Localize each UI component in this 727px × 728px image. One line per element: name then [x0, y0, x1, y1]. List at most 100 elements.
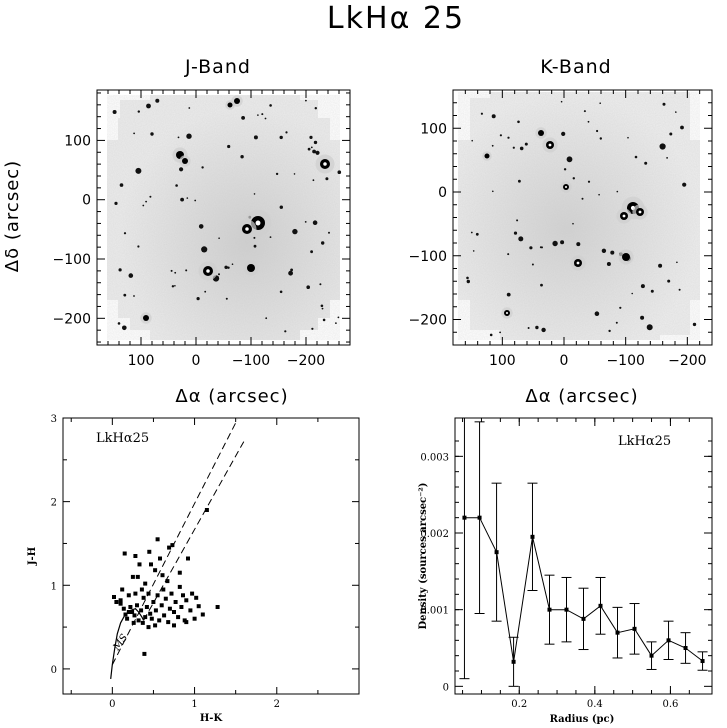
star — [137, 110, 140, 113]
star — [269, 236, 272, 239]
star — [594, 311, 600, 317]
star — [112, 110, 117, 114]
star — [185, 269, 188, 272]
star — [518, 236, 524, 242]
star — [325, 177, 329, 181]
cc-point — [141, 595, 146, 600]
star — [279, 205, 283, 209]
cc-point — [166, 620, 171, 625]
star — [650, 289, 654, 293]
cc-ylabel: J-H — [27, 547, 38, 566]
star — [321, 307, 324, 310]
star — [491, 114, 496, 119]
j-band-xtick-label: −100 — [232, 353, 270, 369]
star — [150, 132, 154, 136]
reddening-band-line — [143, 441, 245, 621]
star — [471, 139, 474, 142]
star — [310, 146, 313, 149]
star — [552, 240, 558, 247]
star — [304, 221, 307, 223]
cc-point — [144, 605, 149, 609]
star — [135, 167, 142, 174]
cc-point — [204, 508, 209, 512]
reddening-band-line — [111, 419, 238, 665]
star — [279, 135, 283, 140]
star — [170, 269, 173, 272]
density-point — [494, 550, 499, 555]
cc-point — [172, 623, 176, 628]
star — [319, 283, 322, 286]
star — [640, 284, 645, 289]
cc-ytick-label: 1 — [51, 581, 57, 592]
star — [315, 150, 320, 155]
star — [253, 236, 256, 239]
star — [307, 147, 311, 151]
j-band-ytick-label: 100 — [64, 133, 91, 149]
cc-point — [158, 556, 162, 561]
cc-point — [167, 545, 172, 550]
bright-star — [182, 158, 188, 164]
star — [264, 117, 267, 120]
cc-point — [177, 584, 182, 589]
star — [257, 114, 259, 116]
cc-point — [167, 606, 172, 611]
k-band-yticks: 100 0 −100 −200 — [409, 89, 712, 346]
star — [669, 132, 673, 136]
star — [587, 180, 591, 183]
cc-point — [163, 596, 168, 601]
star — [196, 297, 200, 301]
dp-series — [459, 418, 708, 687]
star — [598, 193, 600, 196]
star — [175, 184, 178, 187]
cc-point — [126, 593, 131, 598]
cc-point — [146, 625, 151, 630]
star — [146, 103, 151, 109]
star — [627, 136, 629, 139]
star — [646, 324, 653, 331]
star — [470, 231, 473, 234]
star — [667, 279, 671, 283]
cc-point — [153, 568, 158, 573]
star — [133, 295, 135, 297]
star — [506, 292, 511, 297]
star — [634, 155, 638, 159]
j-band-xtick-label: −200 — [287, 353, 325, 369]
star — [253, 193, 256, 195]
star — [171, 285, 175, 288]
star — [466, 279, 470, 284]
density-point — [632, 626, 637, 631]
star — [186, 133, 192, 139]
star — [321, 241, 325, 245]
star — [123, 232, 127, 235]
star — [489, 333, 493, 337]
star — [201, 166, 204, 169]
density-point — [615, 630, 620, 635]
j-band-ytick-label: 0 — [82, 193, 91, 209]
k-band-ytick-label: 0 — [438, 185, 447, 201]
star — [516, 219, 519, 222]
star — [155, 98, 160, 103]
saturated-core — [622, 214, 626, 218]
star — [225, 297, 228, 300]
cc-point — [133, 591, 138, 596]
star — [599, 102, 601, 104]
saturated-core — [245, 227, 249, 231]
bright-star — [538, 130, 544, 136]
star — [227, 144, 231, 149]
k-band-stars — [466, 100, 697, 337]
star — [320, 304, 324, 308]
star — [513, 231, 518, 235]
star — [561, 131, 566, 136]
star — [540, 283, 543, 287]
star — [615, 321, 618, 324]
star — [587, 120, 590, 123]
star — [179, 167, 184, 172]
cc-point — [192, 616, 197, 621]
j-band-xlabel: Δα (arcsec) — [175, 386, 288, 407]
k-band-xtick-label: −100 — [606, 353, 644, 369]
star — [290, 268, 293, 272]
cc-point — [196, 604, 201, 609]
density-point — [547, 607, 552, 612]
ms-curve-label: MS — [111, 632, 130, 653]
